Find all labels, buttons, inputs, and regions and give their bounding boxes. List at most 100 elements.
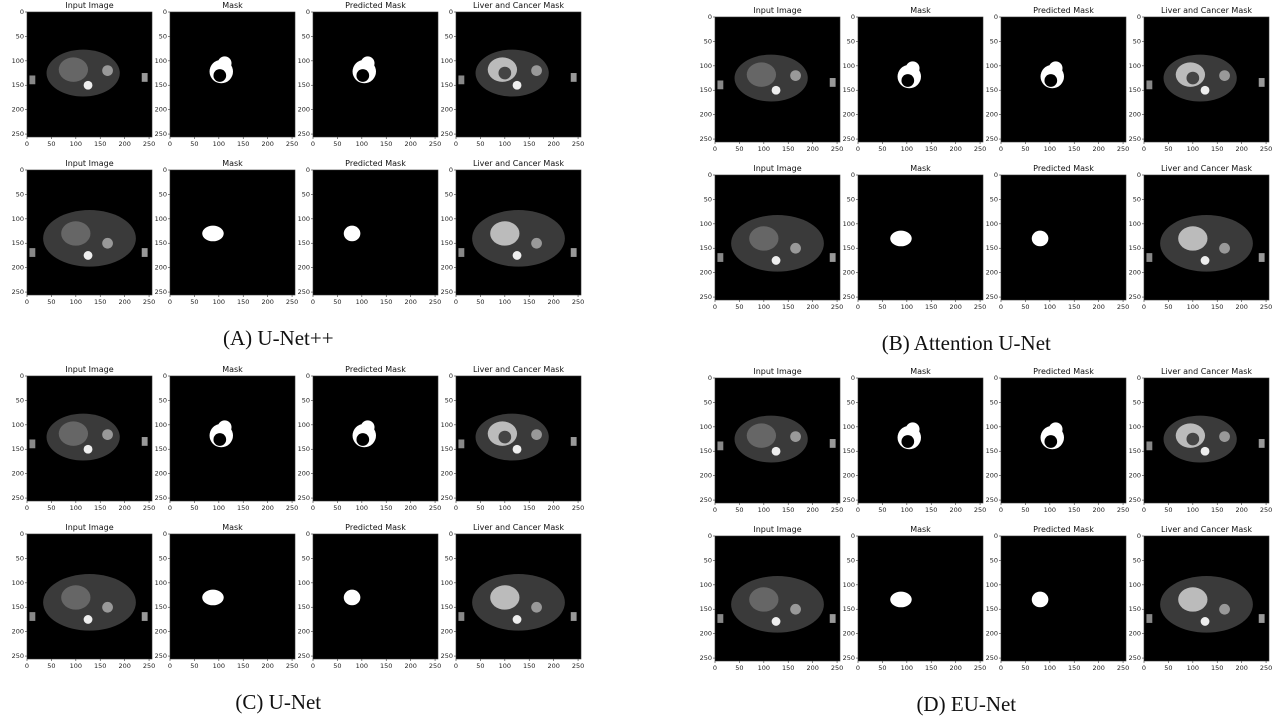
x-tick-label: 100: [499, 662, 511, 670]
y-tick-label: 250: [1129, 293, 1141, 301]
x-tick-label: 0: [1142, 506, 1146, 514]
x-tick-label: 50: [47, 662, 55, 670]
liver-mask: [906, 422, 920, 436]
y-tick-label: 0: [20, 8, 24, 16]
artifact: [458, 248, 464, 257]
figure: Input Image05010015020025005010015020025…: [0, 0, 1285, 724]
y-tick-label: 100: [155, 215, 167, 223]
organ: [747, 423, 776, 447]
organ: [59, 421, 88, 445]
y-tick-label: 250: [700, 135, 712, 143]
kidney: [1219, 70, 1230, 81]
x-tick-label: 100: [1187, 506, 1199, 514]
spine: [513, 615, 522, 624]
tumor: [1186, 433, 1199, 446]
x-tick-label: 250: [572, 298, 584, 306]
kidney: [102, 238, 113, 249]
y-tick-label: 150: [986, 605, 998, 613]
liver-mask: [1032, 231, 1049, 247]
y-tick-label: 150: [843, 244, 855, 252]
x-tick-label: 200: [404, 662, 416, 670]
subplot-title: Mask: [222, 523, 243, 532]
x-tick-label: 0: [856, 506, 860, 514]
y-tick-label: 250: [441, 652, 453, 660]
x-tick-label: 50: [735, 506, 743, 514]
x-tick-label: 100: [901, 506, 913, 514]
kidney: [531, 65, 542, 76]
y-tick-label: 0: [1137, 532, 1141, 540]
subplot-title: Liver and Cancer Mask: [1161, 164, 1252, 173]
x-tick-label: 200: [261, 504, 273, 512]
y-tick-label: 0: [994, 171, 998, 179]
organ: [59, 57, 88, 81]
x-tick-label: 150: [380, 662, 392, 670]
x-tick-label: 50: [333, 140, 341, 148]
y-tick-label: 200: [12, 106, 24, 114]
artifact: [830, 78, 836, 87]
x-tick-label: 100: [758, 303, 770, 311]
y-tick-label: 0: [851, 374, 855, 382]
image-axes: [313, 170, 438, 295]
subplot-title: Predicted Mask: [345, 523, 406, 532]
x-tick-label: 250: [1260, 145, 1272, 153]
y-tick-label: 100: [441, 57, 453, 65]
y-tick-label: 100: [155, 579, 167, 587]
y-tick-label: 0: [306, 8, 310, 16]
y-tick-label: 0: [1137, 374, 1141, 382]
x-tick-label: 200: [547, 504, 559, 512]
y-tick-label: 200: [843, 472, 855, 480]
y-tick-label: 50: [704, 398, 712, 406]
x-tick-label: 50: [1164, 303, 1172, 311]
artifact: [142, 612, 148, 621]
y-tick-label: 0: [163, 372, 167, 380]
x-tick-label: 250: [143, 298, 155, 306]
artifact: [1146, 614, 1152, 623]
x-tick-label: 200: [806, 664, 818, 672]
y-tick-label: 150: [155, 81, 167, 89]
x-tick-label: 50: [1164, 506, 1172, 514]
x-tick-label: 50: [735, 664, 743, 672]
x-tick-label: 250: [286, 504, 298, 512]
spine: [1201, 447, 1210, 456]
artifact: [29, 248, 35, 257]
artifact: [1146, 441, 1152, 450]
liver-mask: [344, 590, 361, 606]
y-tick-label: 100: [986, 581, 998, 589]
x-tick-label: 200: [1092, 145, 1104, 153]
y-tick-label: 150: [155, 445, 167, 453]
y-tick-label: 200: [986, 630, 998, 638]
x-tick-label: 150: [782, 145, 794, 153]
y-tick-label: 200: [155, 470, 167, 478]
x-tick-label: 100: [901, 303, 913, 311]
artifact: [830, 439, 836, 448]
liver-mask: [1049, 61, 1063, 75]
x-tick-label: 50: [1021, 145, 1029, 153]
y-tick-label: 100: [700, 423, 712, 431]
y-tick-label: 150: [12, 445, 24, 453]
liver-mask: [906, 61, 920, 75]
y-tick-label: 150: [700, 447, 712, 455]
x-tick-label: 250: [831, 664, 843, 672]
x-tick-label: 150: [523, 504, 535, 512]
y-tick-label: 250: [1129, 496, 1141, 504]
y-tick-label: 200: [1129, 472, 1141, 480]
image-axes: [313, 534, 438, 659]
y-tick-label: 250: [843, 293, 855, 301]
y-tick-label: 150: [155, 603, 167, 611]
y-tick-label: 100: [298, 215, 310, 223]
y-tick-label: 0: [1137, 13, 1141, 21]
x-tick-label: 150: [380, 140, 392, 148]
organ: [1178, 587, 1207, 611]
y-tick-label: 200: [155, 264, 167, 272]
y-tick-label: 0: [306, 372, 310, 380]
x-tick-label: 200: [1235, 303, 1247, 311]
y-tick-label: 250: [12, 494, 24, 502]
y-tick-label: 200: [843, 269, 855, 277]
y-tick-label: 100: [298, 57, 310, 65]
y-tick-label: 0: [994, 532, 998, 540]
image-axes: [170, 170, 295, 295]
x-tick-label: 0: [713, 506, 717, 514]
y-tick-label: 250: [843, 496, 855, 504]
y-tick-label: 150: [441, 603, 453, 611]
